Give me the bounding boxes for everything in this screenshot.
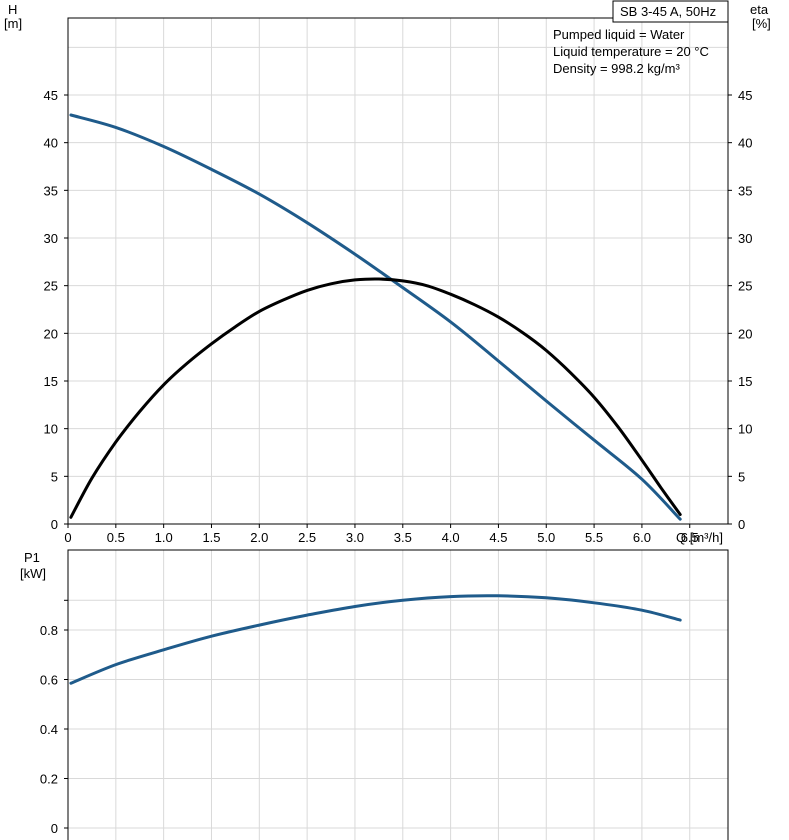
- info-line-density: Density = 998.2 kg/m³: [553, 61, 680, 76]
- chart-title-box: [612, 0, 729, 23]
- power-curve: [69, 594, 682, 685]
- p1-y-tick-label: 0.6: [40, 673, 58, 688]
- y-tick-label-left: 10: [44, 422, 58, 437]
- bottom-plot-frame: [67, 549, 729, 840]
- y-tick-label-right: 35: [738, 183, 752, 198]
- y-tick-label-left: 40: [44, 136, 58, 151]
- x-tick-label: 1.0: [155, 530, 173, 545]
- info-line-temperature: Liquid temperature = 20 °C: [553, 44, 709, 59]
- y-axis-label-h: H: [8, 2, 17, 17]
- y-tick-label-left: 20: [44, 326, 58, 341]
- p1-y-tick-label: 0.8: [40, 623, 58, 638]
- top-y-tick-labels: 0 0 5 5 10 10 15 15 20 20 25 25 30 30 35 35 40 40 45 45: [44, 88, 753, 532]
- top-x-tick-labels: 0 0.5 1.0 1.5 2.0 2.5 3.0 3.5 4.0 4.5 5.0 5.5 6.0 6.5: [64, 524, 699, 545]
- x-tick-label: 5.0: [537, 530, 555, 545]
- y-tick-label-right: 30: [738, 231, 752, 246]
- y-tick-label-right: 20: [738, 326, 752, 341]
- y-axis-label-p1: P1: [24, 550, 40, 565]
- x-tick-label: 6.0: [633, 530, 651, 545]
- y-tick-label-right: 15: [738, 374, 752, 389]
- p1-y-tick-label: 0.2: [40, 772, 58, 787]
- x-tick-label: 6.5: [681, 530, 699, 545]
- x-tick-label: 2.0: [250, 530, 268, 545]
- x-tick-label: 3.5: [394, 530, 412, 545]
- y-tick-label-left: 30: [44, 231, 58, 246]
- info-line-liquid: Pumped liquid = Water: [553, 27, 685, 42]
- x-tick-label: 4.5: [489, 530, 507, 545]
- p1-y-tick-label: 0.4: [40, 722, 58, 737]
- y-tick-label-right: 40: [738, 136, 752, 151]
- y-tick-label-right: 25: [738, 279, 752, 294]
- y-tick-label-left: 25: [44, 279, 58, 294]
- y-tick-label-right: 45: [738, 88, 752, 103]
- bottom-gridlines: [68, 550, 728, 840]
- x-tick-label: 5.5: [585, 530, 603, 545]
- top-gridlines: [68, 18, 728, 524]
- x-tick-label: 3.0: [346, 530, 364, 545]
- y-tick-label-left: 15: [44, 374, 58, 389]
- x-tick-label: 0: [64, 530, 71, 545]
- bottom-y-tick-labels: 0 0.2 0.4 0.6 0.8: [40, 599, 68, 836]
- x-tick-label: 4.0: [442, 530, 460, 545]
- y-axis-unit-eta: [%]: [752, 16, 771, 31]
- head-curve: [69, 113, 682, 521]
- x-axis-label-q: Q [m³/h]: [676, 530, 723, 545]
- y-axis-unit-p1: [kW]: [20, 566, 46, 581]
- y-tick-label-right: 10: [738, 422, 752, 437]
- top-plot-frame: [67, 17, 729, 525]
- y-tick-label-right: 5: [738, 469, 745, 484]
- x-tick-label: 2.5: [298, 530, 316, 545]
- x-tick-label: 1.5: [202, 530, 220, 545]
- y-tick-label-left: 0: [51, 517, 58, 532]
- y-axis-label-eta: eta: [750, 2, 769, 17]
- y-tick-label-left: 5: [51, 469, 58, 484]
- y-tick-label-right: 0: [738, 517, 745, 532]
- efficiency-curve: [69, 277, 682, 519]
- chart-title: SB 3-45 A, 50Hz: [620, 4, 716, 19]
- y-axis-unit-h: [m]: [4, 16, 22, 31]
- top-curves: [69, 113, 682, 521]
- bottom-curves: [69, 594, 682, 685]
- y-tick-label-left: 35: [44, 183, 58, 198]
- x-tick-label: 0.5: [107, 530, 125, 545]
- p1-y-tick-label: 0: [51, 821, 58, 836]
- y-tick-label-left: 45: [44, 88, 58, 103]
